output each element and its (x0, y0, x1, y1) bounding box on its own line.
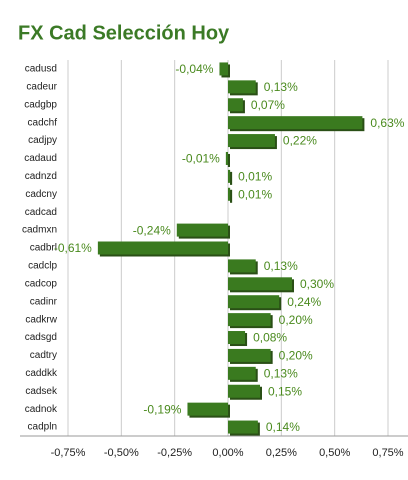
value-label: -0,01% (182, 152, 220, 166)
value-label: -0,24% (133, 223, 171, 237)
chart-title: FX Cad Selección Hoy (18, 22, 230, 44)
y-tick-label: cadusd (25, 64, 57, 75)
bar (228, 384, 260, 398)
bar (228, 420, 258, 434)
bar (176, 223, 228, 237)
y-tick-label: cadbrl (30, 243, 57, 254)
bar-shadow (230, 171, 233, 185)
value-label: 0,08% (253, 331, 287, 345)
y-tick-label: cadcop (25, 278, 58, 289)
bar (97, 241, 228, 255)
bar (228, 295, 280, 309)
bar (187, 402, 228, 416)
y-tick-label: cadeur (26, 81, 57, 92)
bar (228, 116, 363, 130)
y-tick-label: cadnok (25, 404, 58, 415)
value-label: 0,13% (264, 367, 298, 381)
bar-shadow (230, 189, 233, 203)
value-label: -0,19% (143, 402, 181, 416)
bar (228, 331, 246, 345)
value-label: 0,14% (266, 420, 300, 434)
value-label: 0,30% (300, 277, 334, 291)
bar (228, 98, 243, 112)
y-tick-label: cadjpy (28, 135, 57, 146)
y-tick-label: cadnzd (25, 171, 57, 182)
value-label: 0,07% (251, 98, 285, 112)
y-tick-label: cadkrw (25, 314, 57, 325)
y-tick-label: cadcad (25, 207, 57, 218)
value-label: 0,13% (264, 80, 298, 94)
bar (228, 134, 275, 148)
bar (228, 277, 292, 291)
value-label: -0,04% (175, 62, 213, 76)
y-tick-label: cadgbp (24, 99, 57, 110)
x-tick-label: 0,00% (212, 447, 243, 459)
y-tick-label: cadpln (28, 422, 57, 433)
value-label: 0,20% (279, 313, 313, 327)
bar (228, 80, 256, 94)
y-tick-label: cadsek (25, 386, 58, 397)
bar (228, 187, 231, 201)
x-tick-label: 0,75% (372, 447, 403, 459)
bar (228, 259, 256, 273)
bar-shadow (227, 153, 230, 167)
y-tick-label: cadmxn (22, 225, 57, 236)
bar (228, 313, 271, 327)
value-label: 0,22% (283, 134, 317, 148)
bar (225, 151, 228, 165)
bar (219, 62, 228, 76)
value-label: -0,61% (54, 241, 92, 255)
x-tick-label: -0,50% (104, 447, 139, 459)
bar (228, 366, 256, 380)
y-tick-label: cadaud (24, 153, 57, 164)
x-tick-label: 0,50% (319, 447, 350, 459)
value-label: 0,15% (268, 384, 302, 398)
bar (228, 169, 231, 183)
x-tick-label: -0,25% (157, 447, 192, 459)
y-tick-label: cadsgd (25, 332, 57, 343)
value-label: 0,24% (287, 295, 321, 309)
x-tick-label: 0,25% (266, 447, 297, 459)
y-tick-label: caddkk (25, 368, 58, 379)
y-tick-label: cadinr (30, 296, 58, 307)
x-tick-label: -0,75% (51, 447, 86, 459)
y-tick-label: cadtry (30, 350, 57, 361)
value-label: 0,01% (238, 170, 272, 184)
y-tick-label: cadcny (25, 189, 57, 200)
y-tick-label: cadclp (28, 261, 57, 272)
value-label: 0,01% (238, 187, 272, 201)
value-label: 0,63% (370, 116, 404, 130)
value-label: 0,20% (279, 349, 313, 363)
bar (228, 348, 271, 362)
y-tick-label: cadchf (28, 117, 58, 128)
value-label: 0,13% (264, 259, 298, 273)
